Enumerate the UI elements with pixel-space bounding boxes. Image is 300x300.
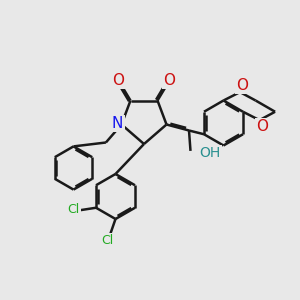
Text: Cl: Cl bbox=[68, 203, 80, 216]
Text: O: O bbox=[256, 119, 268, 134]
Text: O: O bbox=[164, 73, 175, 88]
Text: N: N bbox=[112, 116, 123, 131]
Text: O: O bbox=[112, 73, 124, 88]
Text: O: O bbox=[236, 78, 248, 93]
Text: Cl: Cl bbox=[101, 234, 113, 247]
Text: OH: OH bbox=[200, 146, 221, 160]
